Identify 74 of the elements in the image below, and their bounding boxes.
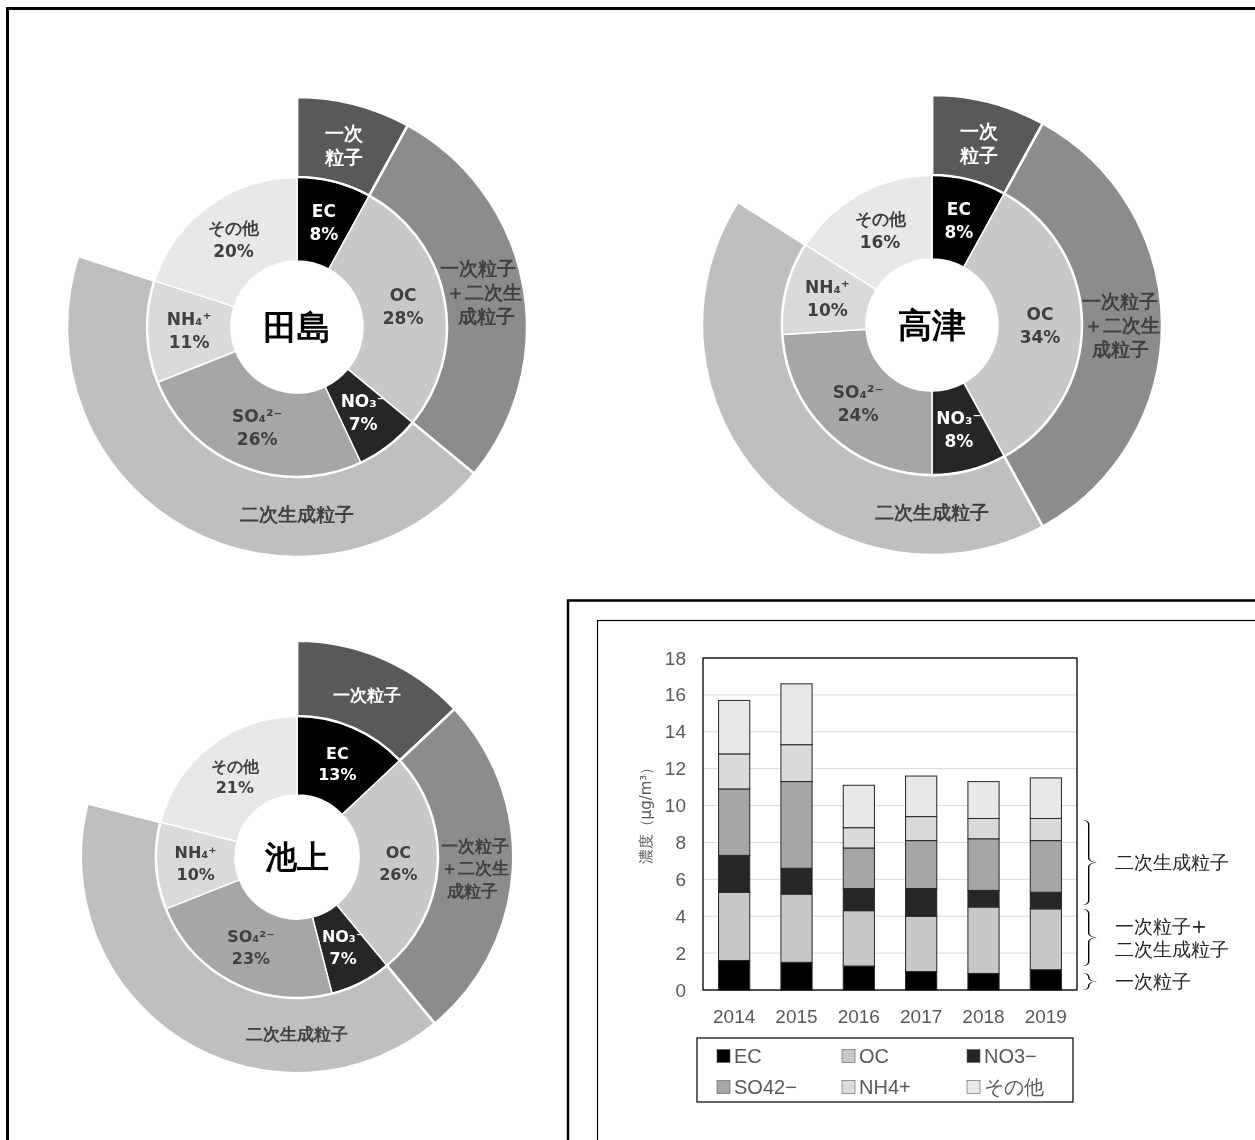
slice-label: 二次生成粒子 <box>875 502 989 524</box>
data-label: 10% <box>807 299 848 320</box>
data-label: 24% <box>837 405 879 426</box>
y-tick-label: 2 <box>675 942 686 964</box>
slice-label: その他 <box>210 756 260 776</box>
data-label: 20% <box>213 241 254 262</box>
text: 田島 <box>263 307 331 347</box>
slice-label: 一次粒子＋二次生成粒子 <box>439 257 522 327</box>
slice-label: 一次粒子 <box>958 121 999 166</box>
slice-label: 一次粒子＋二次生成粒子 <box>441 835 510 901</box>
slice-label: SO₄²⁻ <box>231 406 283 426</box>
data-label: 13% <box>318 765 357 785</box>
text: 一次粒子 <box>1115 970 1191 993</box>
slice-label: 一次粒子 <box>323 123 364 168</box>
y-tick-label: 12 <box>664 758 686 780</box>
x-tick-label: 2019 <box>1024 1006 1067 1027</box>
slice-label: SO₄²⁻ <box>832 382 884 403</box>
slice-label: EC <box>325 743 349 763</box>
slice-label: OC <box>389 285 417 306</box>
slice-label: OC <box>1026 303 1054 324</box>
slice-label: NH₄⁺ <box>166 309 212 329</box>
legend-label: その他 <box>984 1076 1044 1098</box>
data-label: 7% <box>329 949 357 968</box>
legend-label: OC <box>859 1045 889 1067</box>
y-tick-label: 18 <box>664 647 686 669</box>
x-tick-label: 2014 <box>713 1006 756 1027</box>
data-label: 28% <box>382 308 424 329</box>
text: 二次生成粒子 <box>1115 851 1229 874</box>
data-label: 26% <box>379 864 418 884</box>
legend-label: SO42− <box>734 1076 797 1098</box>
data-label: 8% <box>944 222 974 242</box>
y-tick-label: 14 <box>664 721 687 743</box>
text: 池上 <box>264 838 329 877</box>
data-label: 7% <box>348 414 378 434</box>
legend-label: NH4+ <box>859 1076 911 1098</box>
slice-label: 二次生成粒子 <box>246 1023 348 1044</box>
y-tick-label: 6 <box>675 868 686 890</box>
slice-label: 二次生成粒子 <box>240 504 354 526</box>
text: 一次粒子+二次生成粒子 <box>1115 914 1229 960</box>
legend-label: EC <box>734 1045 762 1067</box>
data-label: 16% <box>859 232 901 252</box>
slice-label: その他 <box>208 218 260 239</box>
slice-label: NH₄⁺ <box>174 843 217 863</box>
y-tick-label: 0 <box>675 979 686 1001</box>
slice-label: EC <box>946 199 971 219</box>
y-tick-label: 4 <box>675 905 687 927</box>
x-tick-label: 2015 <box>775 1006 818 1027</box>
y-axis-title: 濃度（μg/m³） <box>637 759 655 865</box>
data-label: 26% <box>236 429 278 449</box>
data-label: 21% <box>215 778 254 798</box>
slice-label: EC <box>311 201 336 221</box>
slice-label: 一次粒子＋二次生成粒子 <box>1082 290 1160 360</box>
slice-label: OC <box>385 843 411 863</box>
data-label: 8% <box>309 224 339 244</box>
data-label: 8% <box>944 431 974 452</box>
x-tick-label: 2018 <box>962 1006 1005 1027</box>
slice-label: NO₃⁻ <box>936 408 982 429</box>
data-label: 34% <box>1019 326 1061 347</box>
text: 高津 <box>898 305 966 345</box>
y-tick-label: 16 <box>664 684 686 706</box>
x-tick-label: 2017 <box>900 1006 943 1027</box>
data-label: 23% <box>231 949 271 968</box>
x-tick-label: 2016 <box>837 1006 880 1027</box>
legend-label: NO3− <box>984 1045 1037 1067</box>
y-tick-label: 8 <box>675 831 686 853</box>
data-label: 10% <box>176 864 215 884</box>
slice-label: NO₃⁻ <box>340 391 386 411</box>
slice-label: NO₃⁻ <box>321 927 365 947</box>
data-label: 11% <box>168 332 210 352</box>
y-tick-label: 10 <box>664 795 686 817</box>
slice-label: その他 <box>854 209 907 229</box>
slice-label: NH₄⁺ <box>804 276 850 297</box>
slice-label: SO₄²⁻ <box>227 927 275 947</box>
slice-label: 一次粒子 <box>333 685 401 706</box>
